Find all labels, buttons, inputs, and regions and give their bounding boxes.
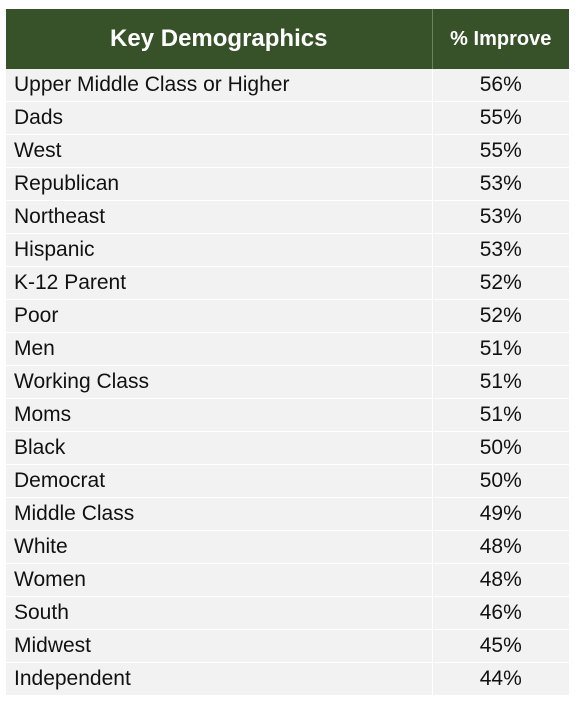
table-row: Upper Middle Class or Higher 56%: [6, 69, 569, 102]
row-value: 56%: [432, 69, 569, 102]
row-value: 49%: [432, 497, 569, 531]
row-value: 50%: [432, 464, 569, 498]
table-row: Hispanic 53%: [6, 233, 569, 267]
table-row: Democrat 50%: [6, 464, 569, 498]
row-value: 51%: [432, 332, 569, 366]
row-label: Middle Class: [6, 497, 433, 531]
row-label: Men: [6, 332, 433, 366]
row-value: 52%: [432, 299, 569, 333]
row-label: Dads: [6, 101, 433, 135]
row-label: Poor: [6, 299, 433, 333]
row-value: 53%: [432, 200, 569, 234]
row-label: Moms: [6, 398, 433, 432]
column-header-demographics: Key Demographics: [6, 9, 433, 69]
row-label: Hispanic: [6, 233, 433, 267]
table-row: Black 50%: [6, 431, 569, 465]
row-value: 48%: [432, 530, 569, 564]
table-row: Independent 44%: [6, 662, 569, 696]
row-value: 52%: [432, 266, 569, 300]
table-row: Working Class 51%: [6, 365, 569, 399]
demographics-table-container: Key Demographics % Improve Upper Middle …: [6, 9, 569, 696]
row-label: Midwest: [6, 629, 433, 663]
table-row: Women 48%: [6, 563, 569, 597]
row-value: 44%: [432, 662, 569, 696]
table-body: Upper Middle Class or Higher 56% Dads 55% We…: [6, 69, 569, 696]
table-row: Moms 51%: [6, 398, 569, 432]
table-row: Dads 55%: [6, 101, 569, 135]
table-row: Poor 52%: [6, 299, 569, 333]
row-value: 55%: [432, 101, 569, 135]
row-label: Upper Middle Class or Higher: [6, 69, 433, 102]
row-label: Northeast: [6, 200, 433, 234]
table-row: Republican 53%: [6, 167, 569, 201]
row-label: Women: [6, 563, 433, 597]
row-value: 53%: [432, 167, 569, 201]
row-label: K-12 Parent: [6, 266, 433, 300]
column-header-improve: % Improve: [432, 9, 569, 69]
table-row: Men 51%: [6, 332, 569, 366]
row-label: West: [6, 134, 433, 168]
row-value: 48%: [432, 563, 569, 597]
table-row: South 46%: [6, 596, 569, 630]
table-row: West 55%: [6, 134, 569, 168]
header-row: Key Demographics % Improve: [6, 9, 569, 69]
table-row: Middle Class 49%: [6, 497, 569, 531]
row-label: South: [6, 596, 433, 630]
row-label: Democrat: [6, 464, 433, 498]
row-label: Independent: [6, 662, 433, 696]
table-row: Midwest 45%: [6, 629, 569, 663]
table-row: White 48%: [6, 530, 569, 564]
row-value: 50%: [432, 431, 569, 465]
demographics-table: Key Demographics % Improve Upper Middle …: [6, 9, 569, 696]
row-value: 46%: [432, 596, 569, 630]
row-label: Working Class: [6, 365, 433, 399]
table-row: K-12 Parent 52%: [6, 266, 569, 300]
row-label: Republican: [6, 167, 433, 201]
row-value: 53%: [432, 233, 569, 267]
row-label: White: [6, 530, 433, 564]
row-value: 55%: [432, 134, 569, 168]
row-value: 51%: [432, 365, 569, 399]
row-value: 45%: [432, 629, 569, 663]
row-value: 51%: [432, 398, 569, 432]
table-row: Northeast 53%: [6, 200, 569, 234]
row-label: Black: [6, 431, 433, 465]
